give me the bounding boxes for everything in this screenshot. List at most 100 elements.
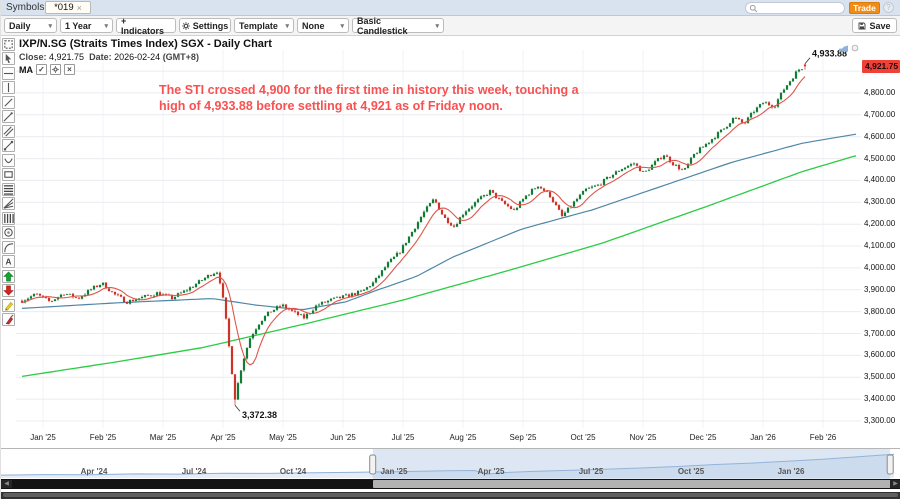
svg-text:Jul '24: Jul '24 — [182, 467, 207, 476]
chart-toolbar: Daily ▾ 1 Year ▾ + Indicators Settings Tem… — [1, 16, 900, 36]
symbols-label: Symbols: — [6, 2, 48, 13]
ma-mid-line — [21, 133, 857, 311]
svg-text:Aug '25: Aug '25 — [450, 433, 477, 442]
price-axis: 4,921.75 3,300.00 3,400.00 3,500.00 3,600.0… — [861, 36, 900, 448]
svg-text:Oct '25: Oct '25 — [678, 467, 705, 476]
y-axis-label: 3,900.00 — [864, 285, 896, 294]
chart-canvas-area[interactable]: Jan '25 Feb '25 Mar '25 Apr '25 May '25 Jun '… — [16, 36, 861, 448]
scroll-left-arrow[interactable]: ◀ — [1, 480, 12, 488]
vertical-line-tool-icon[interactable] — [2, 81, 15, 94]
template-dropdown-value: Template — [239, 20, 278, 31]
navigator-selection-window[interactable] — [372, 449, 891, 480]
close-label: Close: — [19, 52, 47, 62]
range-dropdown[interactable]: 1 Year ▾ — [60, 18, 113, 33]
svg-text:Apr '25: Apr '25 — [478, 467, 505, 476]
symbol-input[interactable]: *019 × — [45, 1, 91, 14]
ma-visible-checkbox[interactable]: ✓ — [36, 64, 47, 75]
y-axis-label: 4,000.00 — [864, 263, 896, 272]
y-axis-label: 3,500.00 — [864, 372, 896, 381]
scrollbar-thumb[interactable] — [373, 480, 891, 488]
symbol-chip-text: *019 — [54, 2, 74, 13]
parallel-lines-tool-icon[interactable] — [2, 124, 15, 138]
y-axis-label: 4,700.00 — [864, 110, 896, 119]
low-point-label: 3,372.38 — [242, 410, 277, 420]
trade-button[interactable]: Trade — [849, 2, 880, 14]
svg-text:Mar '25: Mar '25 — [150, 433, 177, 442]
svg-text:Jun '25: Jun '25 — [330, 433, 356, 442]
text-tool-button[interactable]: A — [2, 255, 15, 268]
fib-circle-tool-icon[interactable] — [2, 226, 15, 239]
line-segment-tool-icon[interactable] — [2, 139, 15, 152]
timezone-label: (GMT+8) — [162, 52, 199, 62]
window-scrollbar-thumb[interactable] — [3, 493, 898, 497]
range-navigator-svg[interactable]: Apr '24 Jul '24 Oct '24 Jan '25 Apr '25 Jul '… — [1, 449, 900, 480]
y-axis-label: 3,700.00 — [864, 329, 896, 338]
scroll-right-arrow[interactable]: ▶ — [890, 480, 900, 488]
symbols-bar: Symbols: *019 × Trade ? — [1, 0, 900, 16]
arc-tool-icon[interactable] — [2, 153, 15, 167]
y-axis-label: 4,500.00 — [864, 154, 896, 163]
chart-options-icon[interactable] — [851, 39, 859, 57]
indicators-button-label: + Indicators — [121, 15, 165, 36]
drawing-dropdown[interactable]: None ▾ — [297, 18, 349, 33]
settings-button[interactable]: Settings — [179, 18, 231, 33]
pointer-tool-icon[interactable] — [2, 52, 15, 65]
help-icon[interactable]: ? — [883, 2, 894, 13]
y-axis-label: 4,400.00 — [864, 175, 896, 184]
y-axis-label: 3,400.00 — [864, 394, 896, 403]
remove-symbol-icon[interactable]: × — [76, 2, 82, 13]
zoom-select-tool-icon[interactable] — [2, 37, 15, 51]
last-price-tag: 4,921.75 — [862, 60, 900, 73]
fib-retracement-tool-icon[interactable] — [2, 182, 15, 196]
range-navigator[interactable]: Apr '24 Jul '24 Oct '24 Jan '25 Apr '25 Jul '… — [1, 448, 900, 480]
y-axis-label: 4,200.00 — [864, 219, 896, 228]
chart-style-dropdown-value: Basic Candlestick — [357, 15, 408, 36]
navigator-toggle-icon[interactable] — [839, 39, 848, 57]
save-button-label: Save — [869, 20, 891, 31]
indicators-button[interactable]: + Indicators — [116, 15, 176, 36]
ray-line-tool-icon[interactable] — [2, 110, 15, 123]
svg-text:Jul '25: Jul '25 — [392, 433, 415, 442]
arrow-down-marker-tool-icon[interactable] — [2, 284, 15, 297]
chart-style-dropdown[interactable]: Basic Candlestick ▾ — [352, 15, 444, 36]
gear-icon — [182, 21, 190, 30]
period-dropdown-value: Daily — [9, 20, 31, 31]
window-bottom-scrollbar[interactable] — [1, 492, 900, 499]
template-dropdown[interactable]: Template ▾ — [234, 18, 294, 33]
ma-label: MA — [19, 64, 33, 75]
rectangle-tool-icon[interactable] — [2, 168, 15, 181]
svg-text:Sep '25: Sep '25 — [510, 433, 537, 442]
search-input[interactable] — [745, 2, 845, 14]
period-dropdown[interactable]: Daily ▾ — [4, 18, 57, 33]
horizontal-scrollbar[interactable]: ◀ ▶ — [1, 479, 900, 489]
navigator-labels: Apr '24 Jul '24 Oct '24 Jan '25 Apr '25 Jul '… — [81, 467, 805, 476]
fib-timezone-tool-icon[interactable] — [2, 211, 15, 225]
gann-arc-tool-icon[interactable] — [2, 240, 15, 254]
settings-button-label: Settings — [192, 20, 229, 31]
svg-text:Feb '25: Feb '25 — [90, 433, 117, 442]
price-chart-svg[interactable]: Jan '25 Feb '25 Mar '25 Apr '25 May '25 Jun '… — [16, 36, 861, 448]
svg-text:Oct '24: Oct '24 — [280, 467, 307, 476]
svg-text:Nov '25: Nov '25 — [630, 433, 657, 442]
navigator-right-handle[interactable] — [886, 454, 894, 475]
trend-line-tool-icon[interactable] — [2, 95, 15, 109]
brush-tool-icon[interactable] — [2, 313, 15, 326]
ma-remove-icon[interactable]: × — [64, 64, 75, 75]
horizontal-line-tool-icon[interactable] — [2, 66, 15, 80]
navigator-left-handle[interactable] — [369, 454, 377, 475]
ma-settings-icon[interactable] — [50, 64, 61, 75]
highlighter-tool-icon[interactable] — [2, 298, 15, 312]
fib-fan-tool-icon[interactable] — [2, 197, 15, 210]
svg-text:Jan '26: Jan '26 — [750, 433, 776, 442]
save-button[interactable]: Save — [852, 18, 897, 33]
y-axis-label: 3,800.00 — [864, 307, 896, 316]
arrow-up-marker-tool-icon[interactable] — [2, 269, 15, 283]
svg-text:Apr '24: Apr '24 — [81, 467, 108, 476]
y-axis-label: 4,100.00 — [864, 241, 896, 250]
chevron-down-icon: ▾ — [340, 22, 344, 30]
y-axis-label: 4,600.00 — [864, 132, 896, 141]
ma-slow-line — [21, 155, 857, 378]
chevron-down-icon: ▾ — [104, 22, 108, 30]
svg-text:Jan '25: Jan '25 — [381, 467, 408, 476]
svg-text:Feb '26: Feb '26 — [810, 433, 837, 442]
